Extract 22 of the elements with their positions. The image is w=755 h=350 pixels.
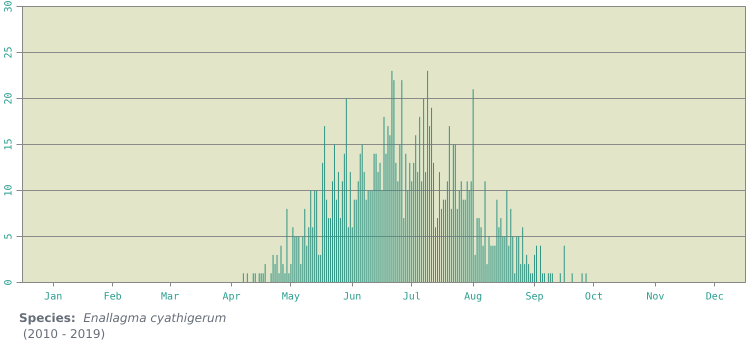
x-tick-label: Jun — [343, 292, 362, 302]
x-tick-label: Nov — [646, 292, 664, 302]
x-tick-label: Oct — [584, 292, 603, 302]
y-tick-label: 15 — [4, 138, 14, 151]
y-tick-label: 0 — [4, 279, 14, 286]
x-tick-label: Jan — [44, 292, 62, 302]
x-tick-label: Sep — [526, 292, 544, 302]
text: Species: — [19, 311, 76, 325]
x-tick-label: Feb — [104, 292, 122, 302]
y-tick-label: 30 — [4, 0, 14, 13]
x-tick-label: Jul — [402, 292, 421, 302]
y-tick-label: 5 — [4, 233, 14, 240]
x-tick-label: May — [282, 292, 300, 302]
x-tick-label: Dec — [706, 292, 724, 302]
y-tick-label: 20 — [4, 92, 14, 105]
x-tick-label: Apr — [222, 292, 241, 302]
text: (2010 - 2019) — [22, 327, 106, 341]
text: Enallagma cyathigerum — [83, 311, 226, 325]
x-tick-label: Aug — [464, 292, 482, 302]
x-tick-label: Mar — [161, 292, 180, 302]
y-tick-label: 10 — [4, 184, 14, 197]
y-tick-label: 25 — [4, 46, 14, 59]
